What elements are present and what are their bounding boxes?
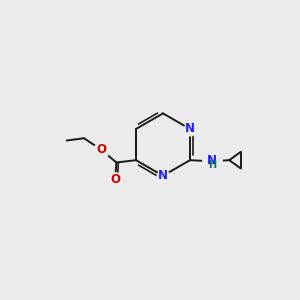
Text: H: H — [208, 160, 216, 170]
Text: N: N — [207, 154, 217, 167]
Text: N: N — [185, 122, 195, 136]
Text: N: N — [158, 169, 168, 182]
Text: O: O — [96, 143, 106, 156]
Text: O: O — [110, 173, 120, 186]
